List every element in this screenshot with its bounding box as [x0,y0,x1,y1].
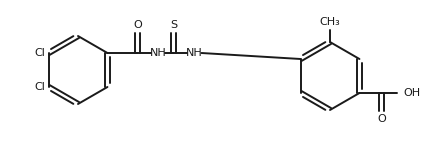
Text: NH: NH [150,48,167,58]
Text: OH: OH [404,88,421,98]
Text: Cl: Cl [34,82,46,92]
Text: NH: NH [186,48,203,58]
Text: Cl: Cl [34,48,46,58]
Text: CH₃: CH₃ [319,17,340,27]
Text: S: S [170,20,177,30]
Text: O: O [377,114,386,124]
Text: O: O [133,20,142,30]
